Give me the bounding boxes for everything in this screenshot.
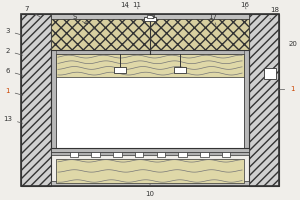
Text: 20: 20 [288, 41, 297, 47]
Bar [56, 50, 244, 148]
Text: 9: 9 [151, 14, 156, 25]
Text: 10: 10 [146, 184, 154, 197]
Bar [51, 50, 249, 54]
Bar [51, 181, 249, 186]
Text: 13: 13 [3, 116, 23, 123]
Text: 1: 1 [277, 86, 295, 92]
Bar [244, 50, 249, 148]
Text: 14: 14 [120, 2, 129, 8]
Bar [51, 50, 249, 148]
Bar [135, 152, 143, 157]
Text: S: S [73, 14, 88, 25]
Bar [51, 148, 249, 152]
Text: 17: 17 [208, 14, 217, 25]
Bar [147, 15, 153, 18]
Bar [114, 67, 126, 73]
Bar [51, 50, 56, 148]
Text: 1: 1 [5, 88, 23, 95]
Bar [21, 14, 51, 186]
Bar [144, 17, 156, 21]
Text: 6: 6 [5, 68, 23, 75]
Bar [178, 152, 187, 157]
Bar [222, 152, 230, 157]
Text: 4: 4 [83, 20, 97, 30]
Bar [70, 152, 78, 157]
Bar [21, 14, 279, 186]
Bar [157, 152, 165, 157]
Bar [56, 159, 244, 183]
Bar [56, 54, 244, 77]
Bar [113, 152, 122, 157]
Bar [51, 152, 249, 155]
Text: 16: 16 [240, 2, 249, 9]
Bar [92, 152, 100, 157]
Text: 11: 11 [132, 2, 141, 9]
Text: 3: 3 [5, 28, 23, 35]
Bar [51, 14, 249, 19]
Text: 7: 7 [25, 6, 41, 18]
Text: 2: 2 [5, 48, 23, 55]
Bar [249, 14, 279, 186]
Bar [51, 19, 249, 50]
Bar [200, 152, 208, 157]
Bar [174, 67, 186, 73]
Text: 18: 18 [270, 7, 279, 19]
Bar [264, 68, 276, 79]
